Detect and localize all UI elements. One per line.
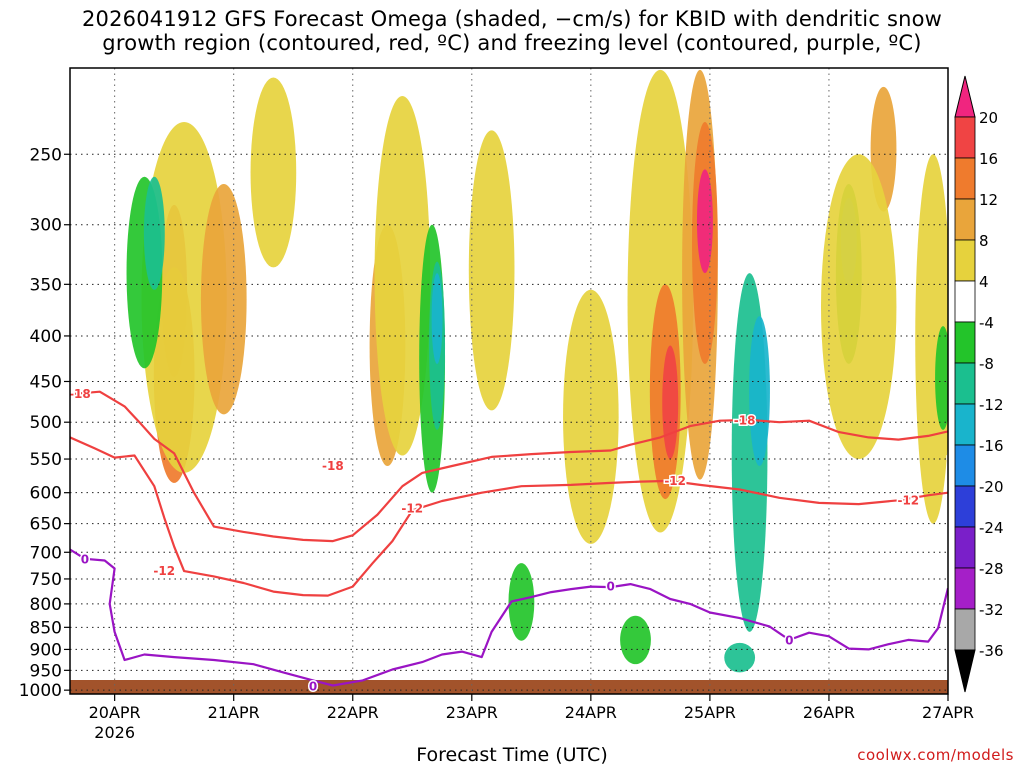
- x-tick-label-24APR: 24APR: [565, 703, 617, 722]
- colorbar-label-0: 20: [979, 109, 998, 127]
- omega-blob-11: [431, 273, 443, 364]
- colorbar-label-8: -16: [979, 437, 1004, 455]
- terrain-strip: [70, 680, 948, 694]
- x-tick-label-25APR: 25APR: [684, 703, 736, 722]
- colorbar-label-4: 4: [979, 273, 989, 291]
- contour-label-2-2: 0: [607, 580, 615, 594]
- y-tick-label-650: 650: [30, 515, 62, 535]
- contour-label-0-2: -18: [734, 414, 756, 428]
- colorbar-box-2: [954, 198, 976, 241]
- contour-label-1-1: -12: [401, 501, 423, 515]
- contour-label-1-2: -12: [664, 474, 686, 488]
- x-axis-label: Forecast Time (UTC): [416, 744, 608, 766]
- colorbar-label-3: 8: [979, 232, 989, 250]
- colorbar-label-7: -12: [979, 396, 1004, 414]
- colorbar-box-8: [954, 444, 976, 487]
- omega-blob-28: [820, 154, 897, 460]
- contour-label-1-3: -12: [897, 493, 919, 507]
- omega-blob-3: [200, 184, 247, 415]
- colorbar-label-9: -20: [979, 478, 1004, 496]
- colorbar-label-11: -28: [979, 560, 1004, 578]
- omega-blob-23: [749, 316, 770, 467]
- y-tick-label-500: 500: [30, 413, 62, 433]
- omega-blob-14: [563, 289, 619, 544]
- colorbar-box-5: [954, 321, 976, 364]
- chart-title-line-2: growth region (contoured, red, ºC) and f…: [102, 31, 922, 55]
- contour-label-1-0: -12: [153, 564, 175, 578]
- y-tick-label-750: 750: [30, 570, 62, 590]
- contour--18: [70, 390, 948, 543]
- omega-blob-4: [250, 77, 297, 268]
- y-tick-label-850: 850: [30, 618, 62, 638]
- colorbar-label-1: 16: [979, 150, 998, 168]
- colorbar-label-5: -4: [979, 314, 994, 332]
- colorbar-box-0: [954, 116, 976, 159]
- omega-blob-29: [915, 154, 948, 524]
- contour-0: [70, 548, 948, 687]
- y-tick-label-600: 600: [30, 484, 62, 504]
- omega-blob-20: [696, 169, 713, 274]
- omega-blob-24: [724, 642, 756, 673]
- contour-label-2-0: 0: [81, 552, 89, 566]
- colorbar-box-4: [954, 280, 976, 323]
- omega-blob-13: [508, 563, 535, 641]
- x-tick-label-27APR: 27APR: [922, 703, 974, 722]
- y-tick-label-300: 300: [30, 216, 62, 236]
- colorbar-box-3: [954, 239, 976, 282]
- gridlines: [70, 68, 949, 694]
- x-tick-label-20APR: 20APR: [89, 703, 141, 722]
- y-tick-label-700: 700: [30, 543, 62, 563]
- y-tick-label-250: 250: [30, 145, 62, 165]
- colorbar-label-13: -36: [979, 642, 1004, 660]
- omega-blob-30: [935, 326, 948, 430]
- omega-blob-17: [662, 345, 679, 460]
- contour--12: [70, 436, 948, 597]
- contour-label-0-0: -18: [69, 387, 91, 401]
- colorbar-box-11: [954, 567, 976, 610]
- colorbar-box-1: [954, 157, 976, 200]
- y-tick-label-1000: 1000: [19, 681, 62, 701]
- y-tick-label-900: 900: [30, 640, 62, 660]
- x-tick-label-21APR: 21APR: [208, 703, 260, 722]
- colorbar-label-2: 12: [979, 191, 998, 209]
- colorbar-label-6: -8: [979, 355, 994, 373]
- colorbar-box-7: [954, 403, 976, 446]
- omega-blob-6: [143, 176, 165, 290]
- x-tick-label-22APR: 22APR: [327, 703, 379, 722]
- omega-blob-12: [468, 130, 515, 411]
- omega-blob-8: [374, 95, 431, 456]
- credit-link[interactable]: coolwx.com/models: [857, 746, 1014, 764]
- colorbar-box-10: [954, 526, 976, 569]
- colorbar-box-6: [954, 362, 976, 405]
- colorbar-box-12: [954, 608, 976, 651]
- x-year-label: 2026: [94, 723, 135, 742]
- colorbar-bottom-arrow: [954, 649, 976, 693]
- colorbar-box-9: [954, 485, 976, 528]
- omega-blob-21: [620, 615, 651, 665]
- y-tick-label-800: 800: [30, 595, 62, 615]
- y-tick-label-950: 950: [30, 661, 62, 681]
- y-tick-label-400: 400: [30, 327, 62, 347]
- contour-label-2-1: 0: [309, 679, 317, 693]
- x-tick-label-23APR: 23APR: [446, 703, 498, 722]
- contour-label-0-1: -18: [322, 459, 344, 473]
- colorbar: 20 16 12 8 4 -4 -8 -12 -16 -20 -24 -28 -32 -36: [954, 75, 1004, 693]
- y-tick-label-350: 350: [30, 275, 62, 295]
- x-axis: 20APR 21APR 22APR 23APR 24APR 25APR 26APR 27APR…: [89, 694, 974, 742]
- chart-title-line-1: 2026041912 GFS Forecast Omega (shaded, −…: [81, 7, 943, 31]
- y-tick-label-450: 450: [30, 372, 62, 392]
- omega-shading: [126, 69, 948, 673]
- colorbar-label-10: -24: [979, 519, 1004, 537]
- contour-label-2-3: 0: [785, 634, 793, 648]
- y-tick-label-550: 550: [30, 450, 62, 470]
- x-tick-label-26APR: 26APR: [803, 703, 855, 722]
- y-axis: 2503003504004505005506006507007508008509…: [19, 145, 70, 701]
- colorbar-label-12: -32: [979, 601, 1004, 619]
